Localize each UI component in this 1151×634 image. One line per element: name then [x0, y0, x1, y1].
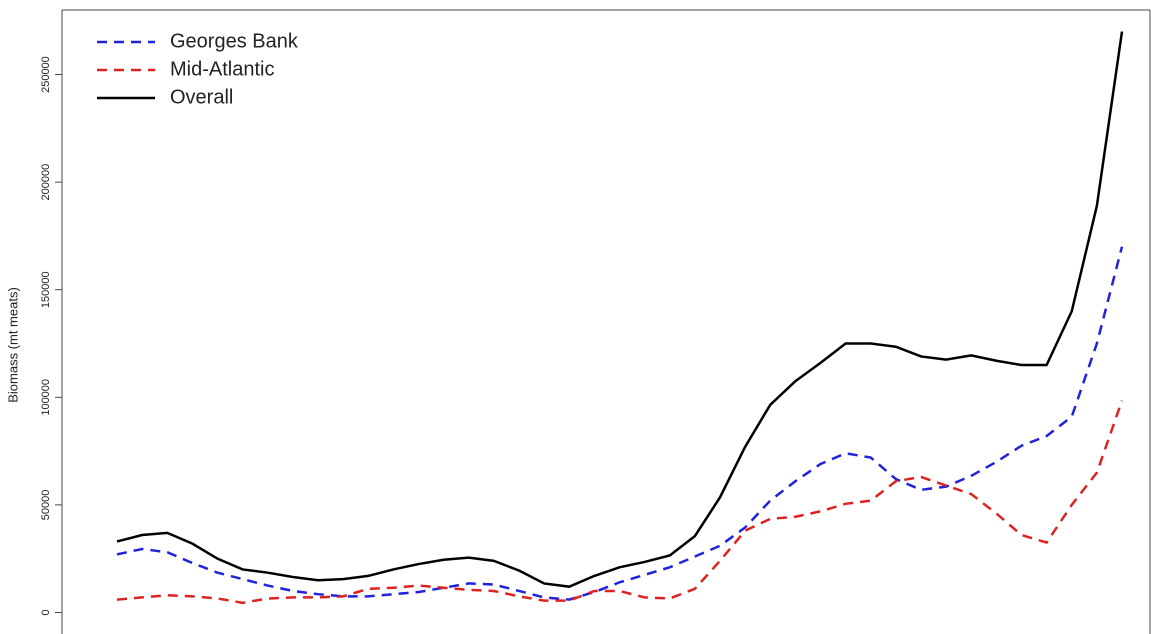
y-axis-label: Biomass (mt meats)	[5, 287, 20, 403]
series-line	[116, 31, 1124, 588]
y-tick-label: 150000	[40, 271, 52, 308]
y-tick-label: 50000	[40, 490, 52, 521]
series-line	[116, 246, 1124, 601]
legend-label: Georges Bank	[170, 30, 299, 52]
y-tick-label: 100000	[40, 379, 52, 416]
y-tick-label: 0	[40, 609, 52, 615]
legend-label: Mid-Atlantic	[170, 58, 274, 80]
series-line	[116, 400, 1124, 605]
y-tick-label: 200000	[40, 164, 52, 201]
y-tick-label: 250000	[40, 56, 52, 93]
legend-label: Overall	[170, 86, 233, 108]
